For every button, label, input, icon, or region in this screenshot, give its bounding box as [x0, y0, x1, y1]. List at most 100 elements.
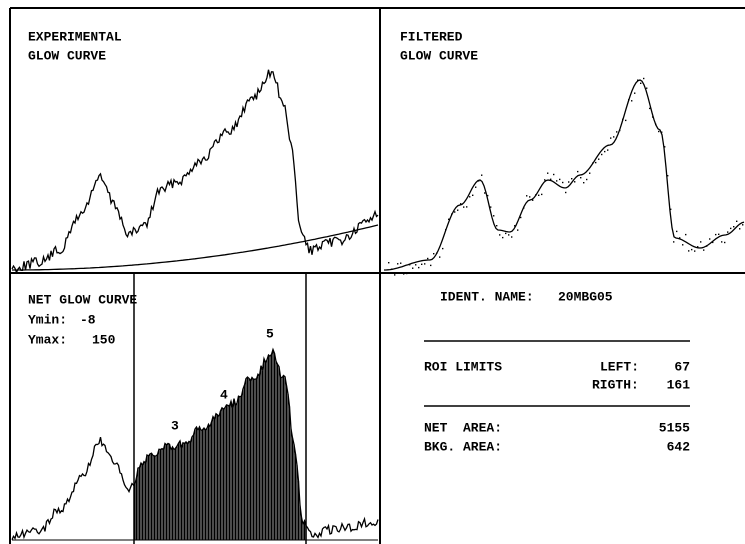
raw-point [439, 256, 441, 258]
raw-point [595, 161, 597, 164]
raw-point [736, 220, 738, 222]
raw-point [640, 82, 642, 84]
raw-point [613, 136, 615, 138]
raw-point [430, 264, 432, 267]
raw-point [733, 226, 735, 228]
raw-point [583, 182, 585, 184]
raw-point [604, 150, 606, 153]
raw-point [721, 241, 723, 243]
raw-point [400, 262, 402, 264]
panel-frame [9, 7, 745, 544]
raw-point [487, 194, 489, 197]
raw-point [682, 244, 684, 246]
raw-point [619, 129, 621, 132]
roi-fill [134, 349, 307, 540]
raw-point [571, 178, 573, 180]
raw-point [505, 232, 507, 235]
background-curve [12, 224, 379, 271]
raw-point [568, 181, 570, 183]
raw-point [607, 149, 609, 151]
raw-point [598, 158, 600, 160]
raw-point [625, 119, 627, 122]
peak-label: 4 [220, 387, 228, 402]
experimental-curve [11, 69, 379, 275]
raw-point [529, 196, 531, 198]
raw-point [499, 234, 501, 236]
value: 5155 [659, 420, 690, 435]
panel-title: EXPERIMENTAL [28, 29, 122, 44]
label: ROI LIMITS [424, 359, 502, 374]
raw-point [472, 194, 474, 196]
value: 150 [92, 332, 116, 347]
raw-point [523, 207, 525, 209]
raw-point [712, 241, 714, 244]
raw-point [616, 131, 618, 133]
net-curve [11, 347, 379, 540]
value: 642 [667, 439, 691, 454]
raw-point [451, 213, 453, 215]
raw-point [391, 268, 393, 270]
raw-point [427, 257, 429, 260]
raw-point [727, 231, 729, 233]
raw-point [448, 218, 450, 220]
raw-point [703, 249, 705, 251]
raw-point [496, 225, 498, 227]
raw-point [676, 230, 678, 233]
raw-point [601, 153, 603, 156]
raw-point [415, 264, 417, 266]
raw-point [649, 107, 651, 110]
raw-point [412, 267, 414, 269]
raw-point [544, 179, 546, 181]
panel-title: GLOW CURVE [28, 48, 106, 63]
raw-point [457, 209, 459, 211]
raw-point [442, 247, 444, 250]
raw-point [535, 194, 537, 196]
curves [11, 69, 745, 541]
raw-point [424, 263, 426, 265]
panel-title: NET GLOW CURVE [28, 292, 137, 307]
raw-point [526, 195, 528, 197]
raw-point [508, 234, 510, 236]
raw-point [586, 178, 588, 181]
raw-point [466, 206, 468, 208]
raw-point [517, 229, 519, 231]
raw-point [670, 208, 672, 210]
raw-point [421, 263, 423, 265]
raw-point [553, 173, 555, 176]
raw-point [418, 266, 420, 269]
raw-point [397, 263, 399, 265]
raw-point [589, 172, 591, 174]
peak-label: 3 [171, 418, 179, 433]
raw-point [511, 236, 513, 238]
raw-point [742, 224, 744, 226]
raw-point [643, 77, 645, 80]
filtered-curve [384, 79, 745, 271]
raw-point [532, 199, 534, 201]
label: Ymin: [28, 312, 67, 327]
raw-point [460, 203, 462, 205]
raw-point [538, 194, 540, 196]
raw-point [454, 211, 456, 213]
label: NET AREA: [424, 420, 502, 435]
raw-point [628, 99, 630, 101]
label: IDENT. NAME: [440, 289, 534, 304]
raw-point [481, 174, 483, 176]
raw-point [700, 241, 702, 243]
peak-label: 5 [266, 326, 274, 341]
panel-title: GLOW CURVE [400, 48, 478, 63]
raw-point [520, 216, 522, 219]
raw-point [646, 87, 648, 89]
raw-point [685, 233, 687, 236]
raw-point [724, 241, 726, 244]
raw-point [565, 191, 567, 194]
label: RIGTH: [592, 377, 639, 392]
raw-point [484, 192, 486, 194]
raw-point [433, 253, 435, 255]
raw-point [634, 92, 636, 94]
raw-point [697, 246, 699, 248]
raw-point [574, 181, 576, 183]
raw-point [718, 233, 720, 235]
raw-point [580, 177, 582, 179]
raw-point [388, 262, 390, 264]
